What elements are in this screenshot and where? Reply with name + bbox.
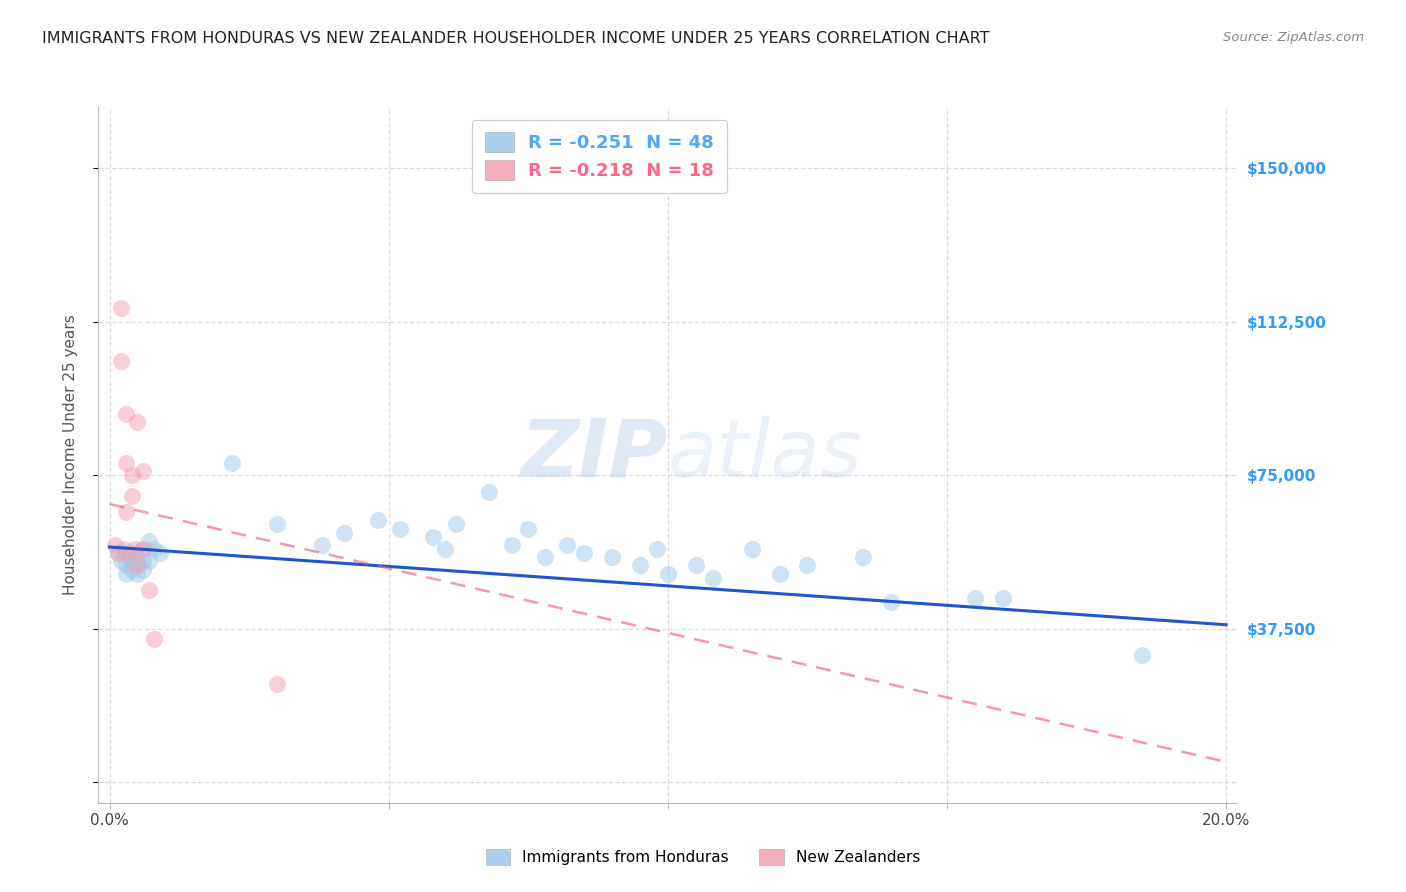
Point xyxy=(110,301,132,315)
Point xyxy=(107,546,129,560)
Point xyxy=(132,562,155,576)
Point xyxy=(657,566,679,581)
Point xyxy=(572,546,595,560)
Point xyxy=(796,558,818,573)
Point xyxy=(1130,648,1153,663)
Point xyxy=(127,558,149,573)
Legend: Immigrants from Honduras, New Zealanders: Immigrants from Honduras, New Zealanders xyxy=(479,843,927,871)
Point xyxy=(311,538,333,552)
Point xyxy=(124,542,146,557)
Point xyxy=(367,513,389,527)
Point xyxy=(628,558,651,573)
Point xyxy=(110,554,132,568)
Point xyxy=(741,542,763,557)
Point xyxy=(963,591,986,606)
Point xyxy=(115,456,138,470)
Point xyxy=(991,591,1014,606)
Point xyxy=(685,558,707,573)
Point xyxy=(388,522,411,536)
Point xyxy=(444,517,467,532)
Point xyxy=(121,489,143,503)
Y-axis label: Householder Income Under 25 years: Householder Income Under 25 years xyxy=(63,315,77,595)
Text: IMMIGRANTS FROM HONDURAS VS NEW ZEALANDER HOUSEHOLDER INCOME UNDER 25 YEARS CORR: IMMIGRANTS FROM HONDURAS VS NEW ZEALANDE… xyxy=(42,31,990,46)
Point xyxy=(115,505,138,519)
Point xyxy=(104,538,127,552)
Point xyxy=(124,546,146,560)
Point xyxy=(115,566,138,581)
Point xyxy=(115,558,138,573)
Point xyxy=(149,546,172,560)
Point xyxy=(127,415,149,429)
Point xyxy=(110,353,132,368)
Point xyxy=(600,550,623,565)
Point xyxy=(112,542,135,557)
Text: ZIP: ZIP xyxy=(520,416,668,494)
Point xyxy=(143,542,166,557)
Point xyxy=(422,530,444,544)
Point xyxy=(127,558,149,573)
Point xyxy=(132,464,155,478)
Point xyxy=(107,546,129,560)
Point xyxy=(127,550,149,565)
Point xyxy=(138,533,160,548)
Point xyxy=(143,632,166,646)
Point xyxy=(121,468,143,483)
Point xyxy=(501,538,523,552)
Point xyxy=(138,582,160,597)
Point xyxy=(121,562,143,576)
Point xyxy=(702,571,724,585)
Point xyxy=(557,538,579,552)
Point xyxy=(115,407,138,421)
Text: Source: ZipAtlas.com: Source: ZipAtlas.com xyxy=(1223,31,1364,45)
Point xyxy=(517,522,540,536)
Point xyxy=(645,542,668,557)
Point xyxy=(127,566,149,581)
Point xyxy=(880,595,903,609)
Point xyxy=(121,554,143,568)
Point xyxy=(138,554,160,568)
Point xyxy=(132,542,155,557)
Point xyxy=(333,525,356,540)
Point xyxy=(433,542,456,557)
Point xyxy=(132,554,155,568)
Point xyxy=(221,456,243,470)
Point xyxy=(534,550,557,565)
Point xyxy=(852,550,875,565)
Point xyxy=(768,566,790,581)
Text: atlas: atlas xyxy=(668,416,863,494)
Point xyxy=(266,517,288,532)
Point xyxy=(266,677,288,691)
Legend: R = -0.251  N = 48, R = -0.218  N = 18: R = -0.251 N = 48, R = -0.218 N = 18 xyxy=(472,120,727,193)
Point xyxy=(118,550,141,565)
Point xyxy=(478,484,501,499)
Point xyxy=(115,546,138,560)
Point xyxy=(132,542,155,557)
